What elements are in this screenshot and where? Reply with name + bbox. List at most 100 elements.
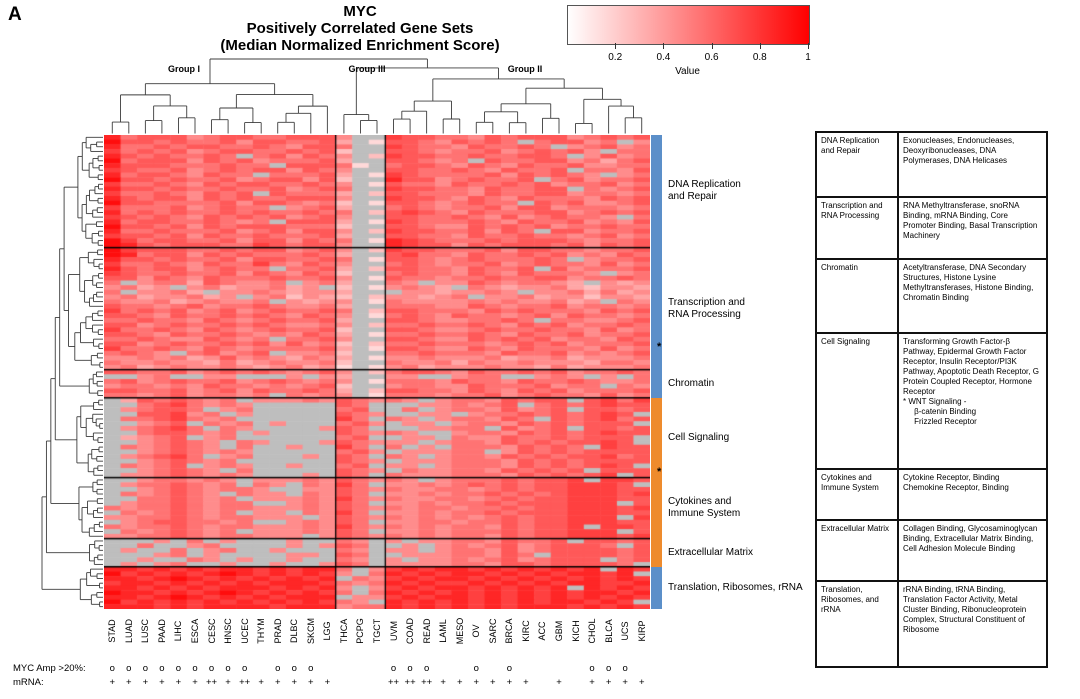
table-cell-category: Transcription and RNA Processing xyxy=(815,196,899,260)
amp-marker: o xyxy=(589,663,595,674)
table-cell-category: Cell Signaling xyxy=(815,332,899,470)
section-label: Cytokines and Immune System xyxy=(668,496,741,520)
column-label-meso: MESO xyxy=(454,617,465,645)
mrna-marker: + xyxy=(225,677,231,688)
group-label: Group III xyxy=(348,64,386,74)
legend-tick xyxy=(663,43,665,49)
column-label-lgg: LGG xyxy=(322,621,333,641)
table-row: DNA Replication and Repair Exonucleases, … xyxy=(815,131,1048,198)
mrna-marker: + xyxy=(440,677,446,688)
amp-marker: o xyxy=(175,663,182,674)
amp-marker: o xyxy=(275,663,281,674)
legend-tick-label: 0.2 xyxy=(608,52,623,63)
mrna-marker: + xyxy=(159,677,165,688)
amp-marker: o xyxy=(192,663,198,674)
mrna-marker: + xyxy=(589,677,595,688)
section-label: Translation, Ribosomes, rRNA xyxy=(668,581,803,593)
column-label-pcpg: PCPG xyxy=(355,618,366,644)
amp-marker: o xyxy=(142,663,149,674)
table-row: Translation, Ribosomes, and rRNA rRNA Bin… xyxy=(815,580,1048,668)
mrna-marker: ++ xyxy=(205,677,218,688)
figure-title: MYC Positively Correlated Gene Sets (Med… xyxy=(60,3,660,54)
mrna-marker: + xyxy=(308,677,314,688)
table-cell-gene-sets: rRNA Binding, tRNA Binding, Translation … xyxy=(897,580,1048,668)
amp-marker: o xyxy=(291,663,297,674)
column-label-kirp: KIRP xyxy=(636,620,647,642)
mrna-marker: ++ xyxy=(387,677,400,688)
amp-marker: o xyxy=(225,663,231,674)
table-cell-gene-sets: Cytokine Receptor, Binding Chemokine Rec… xyxy=(897,468,1048,521)
column-label-ucec: UCEC xyxy=(239,618,250,644)
table-cell-category: Chromatin xyxy=(815,258,899,334)
table-cell-gene-sets: Transforming Growth Factor-β Pathway, Ep… xyxy=(897,332,1048,470)
column-label-chol: CHOL xyxy=(587,618,598,644)
mrna-marker: + xyxy=(175,677,182,688)
column-label-stad: STAD xyxy=(107,619,118,643)
legend-tick-label: 1 xyxy=(805,52,811,63)
table-cell-category: Extracellular Matrix xyxy=(815,519,899,582)
section-label: Chromatin xyxy=(668,377,715,389)
mrna-marker: + xyxy=(109,677,116,688)
column-label-prad: PRAD xyxy=(272,618,283,644)
gene-set-table: DNA Replication and Repair Exonucleases, … xyxy=(815,131,1048,668)
column-label-coad: COAD xyxy=(405,617,416,645)
panel-label: A xyxy=(8,4,22,25)
section-label: Extracellular Matrix xyxy=(668,546,754,558)
heatmap-canvas xyxy=(104,135,650,609)
legend-tick-label: 0.6 xyxy=(704,52,719,63)
mrna-marker: ++ xyxy=(404,677,416,688)
column-label-sarc: SARC xyxy=(487,618,498,644)
mrna-marker: + xyxy=(605,677,612,688)
legend-tick xyxy=(808,43,809,49)
title-line-2: Positively Correlated Gene Sets xyxy=(246,20,474,37)
column-label-uvm: UVM xyxy=(388,621,399,641)
mrna-marker: + xyxy=(324,677,331,688)
mrna-marker: + xyxy=(456,677,463,688)
column-label-kirc: KIRC xyxy=(520,620,531,642)
column-label-cesc: CESC xyxy=(206,618,217,644)
legend-tick xyxy=(711,43,713,49)
amp-marker: o xyxy=(506,663,513,674)
legend-value-label: Value xyxy=(675,66,700,77)
table-cell-gene-sets: Acetyltransferase, DNA Secondary Structu… xyxy=(897,258,1048,334)
amp-marker: o xyxy=(407,663,413,674)
mrna-marker: + xyxy=(638,677,645,688)
column-label-hnsc: HNSC xyxy=(223,618,234,644)
mrna-marker: ++ xyxy=(239,677,251,688)
section-label: Transcription and RNA Processing xyxy=(668,296,745,320)
amp-marker: o xyxy=(159,663,165,674)
column-label-luad: LUAD xyxy=(123,618,134,644)
group-label: Group II xyxy=(507,64,543,74)
column-label-ucs: UCS xyxy=(620,621,631,641)
legend-tick xyxy=(759,43,761,49)
table-row: Chromatin Acetyltransferase, DNA Secondar… xyxy=(815,258,1048,334)
title-line-3: (Median Normalized Enrichment Score) xyxy=(220,37,500,54)
legend-tick-label: 0.8 xyxy=(752,52,767,63)
table-row: Transcription and RNA Processing RNA Meth… xyxy=(815,196,1048,260)
table-row: Extracellular Matrix Collagen Binding, Gl… xyxy=(815,519,1048,582)
amp-marker: o xyxy=(208,663,215,674)
amp-marker: o xyxy=(605,663,612,674)
column-label-blca: BLCA xyxy=(603,619,614,643)
amp-marker: o xyxy=(423,663,430,674)
mrna-marker: + xyxy=(291,677,298,688)
column-label-esca: ESCA xyxy=(190,618,200,644)
mrna-marker: + xyxy=(142,677,149,688)
mrna-marker: + xyxy=(192,677,198,688)
column-label-ov: OV xyxy=(471,624,482,638)
mrna-marker: + xyxy=(506,677,513,688)
column-label-skcm: SKCM xyxy=(305,617,316,645)
column-label-paad: PAAD xyxy=(156,619,167,643)
column-label-laml: LAML xyxy=(438,619,449,643)
amp-marker: o xyxy=(622,663,628,674)
legend-tick-label: 0.4 xyxy=(656,52,671,63)
table-cell-gene-sets: Exonucleases, Endonucleases, Deoxyribonu… xyxy=(897,131,1048,198)
title-line-1: MYC xyxy=(343,3,377,20)
mrna-marker: + xyxy=(274,677,281,688)
table-cell-gene-sets: Collagen Binding, Glycosaminoglycan Bind… xyxy=(897,519,1048,582)
table-cell-category: Translation, Ribosomes, and rRNA xyxy=(815,580,899,668)
amp-marker: o xyxy=(241,663,248,674)
table-row: Cell Signaling Transforming Growth Factor… xyxy=(815,332,1048,470)
column-label-lusc: LUSC xyxy=(140,618,151,644)
